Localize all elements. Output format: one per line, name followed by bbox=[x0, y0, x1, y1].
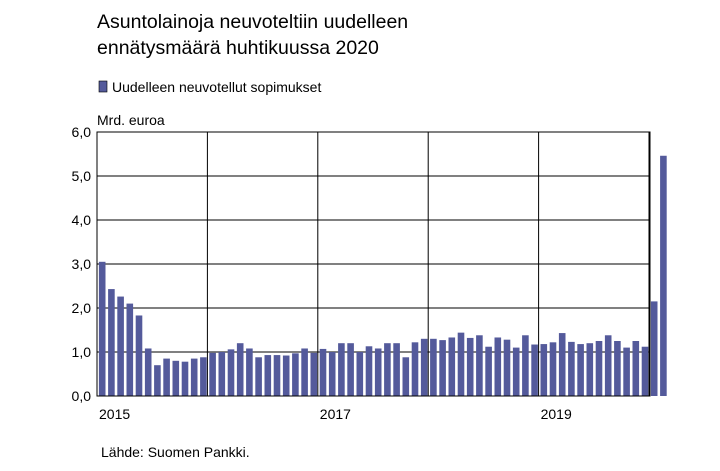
y-tick-label: 3,0 bbox=[72, 256, 92, 272]
bar bbox=[568, 341, 575, 396]
bar bbox=[319, 348, 327, 396]
y-tick-label: 2,0 bbox=[72, 300, 92, 316]
bar bbox=[292, 353, 299, 396]
bar bbox=[98, 261, 106, 396]
bar bbox=[494, 337, 502, 396]
bar bbox=[108, 289, 115, 396]
bar bbox=[393, 343, 400, 396]
bar bbox=[632, 341, 640, 396]
bar bbox=[549, 342, 557, 396]
bar bbox=[623, 347, 630, 396]
bar bbox=[190, 358, 198, 396]
bar bbox=[660, 155, 667, 396]
bar bbox=[209, 352, 216, 396]
x-tick-label: 2019 bbox=[541, 406, 572, 422]
bar bbox=[522, 335, 529, 396]
chart-title-line-2: ennätysmäärä huhtikuussa 2020 bbox=[97, 37, 379, 59]
plot-frame bbox=[96, 131, 651, 397]
bar bbox=[448, 337, 456, 396]
bar bbox=[181, 361, 189, 396]
bar bbox=[236, 343, 244, 396]
bar bbox=[595, 341, 603, 396]
bar bbox=[457, 332, 465, 396]
bar bbox=[531, 344, 538, 396]
bar bbox=[356, 352, 364, 396]
bar bbox=[255, 357, 262, 396]
y-tick-label: 1,0 bbox=[72, 344, 92, 360]
bar bbox=[264, 355, 272, 396]
bar bbox=[282, 355, 290, 396]
bar bbox=[577, 344, 584, 396]
bar bbox=[411, 342, 419, 396]
bar bbox=[126, 303, 134, 396]
bar bbox=[503, 339, 511, 396]
bar bbox=[154, 365, 161, 396]
bar bbox=[328, 352, 336, 396]
bar bbox=[466, 337, 474, 396]
bar bbox=[347, 343, 354, 396]
bar bbox=[604, 335, 612, 396]
x-tick-label: 2017 bbox=[320, 406, 351, 422]
bar bbox=[384, 343, 391, 396]
bars bbox=[98, 155, 667, 396]
bar bbox=[117, 296, 124, 396]
bar bbox=[301, 348, 308, 396]
bar bbox=[430, 338, 437, 396]
bar bbox=[218, 352, 226, 396]
bar bbox=[365, 346, 373, 396]
x-tick-labels: 2015 2017 2019 bbox=[99, 406, 572, 422]
bar bbox=[439, 340, 446, 396]
bar bbox=[246, 348, 253, 396]
bar bbox=[135, 315, 143, 396]
bar bbox=[310, 352, 318, 396]
bar bbox=[200, 357, 207, 396]
bar bbox=[485, 346, 492, 396]
bar bbox=[420, 338, 428, 396]
bar bbox=[476, 335, 483, 396]
bar bbox=[172, 360, 180, 396]
bar bbox=[374, 348, 382, 396]
chart-title-line-1: Asuntolainoja neuvoteltiin uudelleen bbox=[97, 11, 408, 33]
gridlines bbox=[97, 132, 650, 396]
legend-label: Uudelleen neuvotellut sopimukset bbox=[112, 79, 321, 95]
y-tick-labels: 0,0 1,0 2,0 3,0 4,0 5,0 6,0 bbox=[72, 124, 92, 404]
y-tick-label: 4,0 bbox=[72, 212, 92, 228]
bar bbox=[540, 344, 548, 396]
y-tick-label: 6,0 bbox=[72, 124, 92, 140]
y-axis-label: Mrd. euroa bbox=[97, 112, 165, 128]
y-tick-label: 0,0 bbox=[72, 388, 92, 404]
bar bbox=[512, 347, 520, 396]
x-tick-label: 2015 bbox=[99, 406, 130, 422]
bar bbox=[144, 348, 152, 396]
bar bbox=[650, 301, 658, 396]
bar bbox=[614, 341, 621, 396]
bar bbox=[586, 343, 594, 396]
bar bbox=[273, 355, 281, 396]
source-note: Lähde: Suomen Pankki. bbox=[101, 444, 250, 460]
bar bbox=[402, 357, 410, 396]
bar bbox=[641, 346, 649, 396]
bar bbox=[338, 343, 345, 396]
bar bbox=[227, 349, 235, 396]
legend: Uudelleen neuvotellut sopimukset bbox=[98, 79, 321, 95]
bar bbox=[163, 358, 170, 396]
legend-swatch bbox=[98, 80, 108, 93]
y-tick-label: 5,0 bbox=[72, 168, 92, 184]
bar bbox=[558, 333, 566, 396]
